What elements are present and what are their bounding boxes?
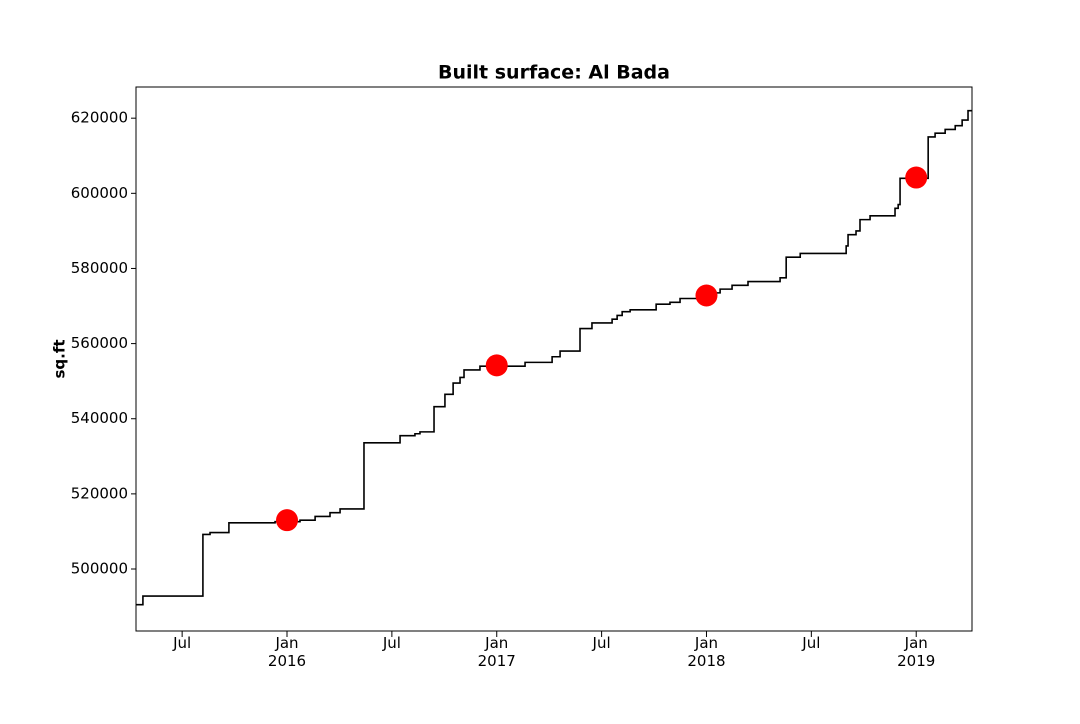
x-tick-label: Jul <box>382 634 401 652</box>
plot-frame <box>135 86 973 632</box>
x-tick-label: Jul <box>172 634 191 652</box>
y-tick-label: 620000 <box>71 109 128 127</box>
marker <box>905 166 928 189</box>
x-tick-label: Jan 2017 <box>478 634 516 670</box>
y-tick-label: 580000 <box>71 259 128 277</box>
y-tick-label: 540000 <box>71 409 128 427</box>
x-tick-label: Jan 2016 <box>268 634 306 670</box>
chart-title: Built surface: Al Bada <box>438 62 670 84</box>
data-line <box>136 109 972 606</box>
x-tick-label: Jul <box>801 634 820 652</box>
x-tick-label: Jan 2018 <box>687 634 725 670</box>
y-axis-label: sq.ft <box>51 339 69 378</box>
marker <box>485 354 508 377</box>
y-tick-label: 520000 <box>71 484 128 502</box>
marker <box>276 509 299 532</box>
y-tick-label: 600000 <box>71 184 128 202</box>
marker <box>695 284 718 307</box>
x-tick-label: Jan 2019 <box>897 634 935 670</box>
y-tick-label: 500000 <box>71 560 128 578</box>
x-tick-label: Jul <box>592 634 611 652</box>
y-tick-label: 560000 <box>71 334 128 352</box>
